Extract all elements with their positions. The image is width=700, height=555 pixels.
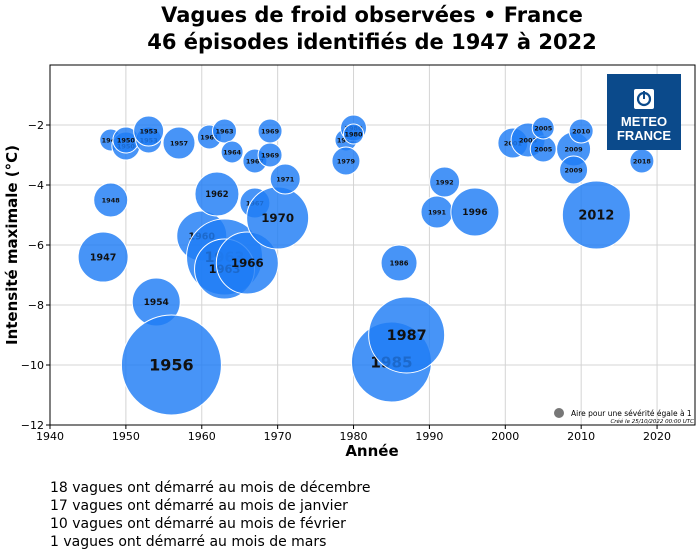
bubble-2010 — [568, 118, 594, 144]
y-tick-label: −8 — [28, 299, 44, 312]
bubble-2012 — [561, 180, 631, 250]
bubble-1947 — [77, 231, 129, 283]
meteo-france-logo: METEO FRANCE — [607, 74, 681, 150]
bubble-label-1971: 1971 — [276, 175, 295, 183]
bubble-label-1969: 1969 — [261, 127, 280, 135]
y-tick-label: −10 — [21, 359, 44, 372]
bubble-label-1969: 1969 — [261, 151, 280, 159]
legend: Aire pour une sévérité égale à 1 — [554, 408, 692, 418]
x-tick-label: 1990 — [415, 430, 443, 443]
x-tick-label: 2010 — [567, 430, 595, 443]
bubble-label-1991: 1991 — [428, 208, 447, 216]
bubble-1948 — [93, 182, 129, 218]
logo-background — [607, 74, 681, 150]
bubble-label-1948: 1948 — [102, 136, 121, 144]
y-tick-label: −12 — [21, 419, 44, 432]
x-tick-label: 2020 — [643, 430, 671, 443]
bubble-chart: 1947194819481950195019531953195419561957… — [3, 64, 696, 460]
bubble-label-1948: 1948 — [102, 196, 121, 204]
bubble-1980 — [343, 123, 365, 145]
bubble-2005 — [531, 116, 555, 140]
bubble-label-1966: 1966 — [231, 256, 264, 270]
bubble-label-2005: 2005 — [534, 145, 553, 153]
footnote-december: 18 vagues ont démarré au mois de décembr… — [50, 480, 371, 496]
x-tick-label: 1950 — [112, 430, 140, 443]
legend-marker — [554, 408, 564, 418]
logo-text-line-1: METEO — [621, 114, 667, 129]
bubble-label-2010: 2010 — [572, 127, 591, 135]
bubble-label-1961: 1961 — [200, 133, 219, 141]
bubble-1979 — [331, 146, 361, 176]
bubble-label-1970: 1970 — [261, 211, 294, 225]
footnote-march: 1 vagues ont démarré au mois de mars — [50, 534, 327, 550]
y-tick-label: −6 — [28, 239, 44, 252]
bubble-1957 — [162, 126, 196, 160]
logo-emblem-icon — [634, 89, 654, 109]
y-tick-label: −2 — [28, 119, 44, 132]
chart-title-line-1: Vagues de froid observées • France — [161, 3, 583, 27]
bubble-label-2009: 2009 — [565, 145, 584, 153]
bubble-1971 — [269, 163, 301, 195]
bubble-label-1986: 1986 — [390, 259, 409, 267]
bubble-label-1953: 1953 — [140, 127, 158, 135]
axes: 1940 1950 1960 1970 1980 1990 2000 2010 2020 −12 −… — [21, 119, 671, 443]
footnote-january: 17 vagues ont démarré au mois de janvier — [50, 498, 348, 514]
bubble-1953 — [133, 115, 165, 147]
footnotes: 18 vagues ont démarré au mois de décembr… — [50, 479, 370, 551]
bubble-label-1996: 1996 — [462, 208, 487, 218]
bubble-1987 — [368, 296, 446, 374]
bubble-label-1987: 1987 — [387, 328, 427, 344]
bubble-label-1947: 1947 — [90, 252, 116, 263]
bubble-label-1979: 1979 — [337, 157, 356, 165]
bubble-label-1963: 1963 — [215, 127, 233, 135]
bubble-1992 — [429, 166, 461, 198]
bubble-series: 1947194819481950195019531953195419561957… — [77, 114, 655, 416]
bubble-label-2009: 2009 — [565, 166, 584, 174]
y-axis-label: Intensité maximale (°C) — [3, 145, 21, 345]
footnote-february: 10 vagues ont démarré au mois de février — [50, 516, 346, 532]
bubble-label-1980: 1980 — [344, 130, 363, 138]
creation-credit: Créé le 25/10/2022 00:00 UTC — [610, 418, 694, 425]
bubble-label-2018: 2018 — [633, 157, 652, 165]
y-tick-label: −4 — [28, 179, 44, 192]
x-tick-label: 1960 — [188, 430, 216, 443]
bubble-label-1956: 1956 — [149, 356, 194, 375]
bubble-1986 — [380, 244, 418, 282]
x-axis-label: Année — [345, 442, 398, 460]
bubble-label-1967: 1967 — [246, 157, 264, 165]
chart-title-line-2: 46 épisodes identifiés de 1947 à 2022 — [147, 30, 597, 54]
chart-title: Vagues de froid observées • France 46 ép… — [0, 2, 700, 56]
x-tick-label: 2000 — [491, 430, 519, 443]
bubble-1956 — [120, 314, 222, 416]
bubble-1966 — [215, 231, 279, 295]
bubble-1964 — [220, 140, 244, 164]
bubble-2009 — [559, 155, 589, 185]
bubble-1963 — [212, 118, 238, 144]
bubble-label-1962: 1962 — [205, 189, 228, 199]
x-tick-label: 1980 — [340, 430, 368, 443]
bubble-1996 — [450, 187, 500, 237]
bubble-1962 — [194, 171, 240, 217]
bubble-label-1954: 1954 — [144, 298, 169, 308]
logo-text-line-2: FRANCE — [617, 128, 671, 143]
bubble-label-1957: 1957 — [170, 139, 188, 147]
x-tick-label: 1970 — [264, 430, 292, 443]
bubble-1969 — [257, 142, 283, 168]
x-tick-label: 1940 — [36, 430, 64, 443]
bubble-label-1992: 1992 — [436, 178, 454, 186]
bubble-label-2012: 2012 — [578, 209, 614, 224]
bubble-label-1950: 1950 — [117, 136, 136, 144]
bubble-label-2005: 2005 — [534, 124, 553, 132]
legend-text: Aire pour une sévérité égale à 1 — [571, 409, 692, 418]
bubble-label-2003: 2003 — [519, 136, 537, 144]
bubble-label-1964: 1964 — [223, 148, 242, 156]
